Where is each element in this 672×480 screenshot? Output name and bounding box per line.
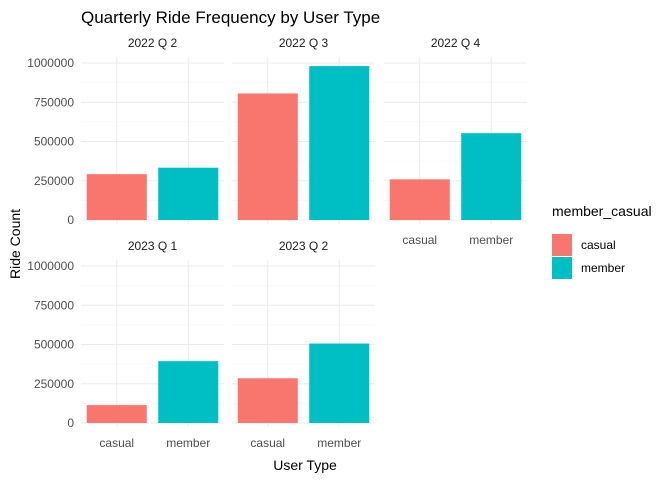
x-tick-label: member [317, 436, 361, 450]
bar-member [309, 343, 370, 423]
legend-title: member_casual [552, 203, 652, 219]
bar-member [158, 361, 219, 423]
legend-label: casual [581, 238, 616, 252]
facet-panel: 2022 Q 3 [232, 36, 375, 224]
facet-panel: 2022 Q 2 0 250000 500000 750000 1000000 [27, 36, 224, 227]
bar-casual [86, 174, 147, 220]
y-tick-label: 250000 [34, 174, 74, 188]
y-tick-label: 250000 [34, 377, 74, 391]
y-tick-label: 0 [67, 416, 74, 430]
y-tick-label: 1000000 [27, 259, 74, 273]
facet-strip-label: 2022 Q 3 [279, 36, 329, 50]
bar-casual [237, 93, 298, 220]
chart-title: Quarterly Ride Frequency by User Type [81, 8, 380, 27]
facet-panel: 2023 Q 1 0 250000 500000 750000 1000000 casual… [27, 239, 224, 450]
x-tick-label: casual [250, 436, 285, 450]
y-axis-label: Ride Count [7, 209, 23, 279]
bar-member [309, 66, 370, 220]
legend-label: member [581, 261, 625, 275]
facet-strip-label: 2023 Q 1 [128, 239, 178, 253]
legend-key-casual [552, 234, 572, 256]
x-tick-label: member [166, 436, 210, 450]
facet-strip-label: 2022 Q 2 [128, 36, 178, 50]
bar-member [158, 167, 219, 220]
bar-casual [86, 405, 147, 423]
y-tick-label: 500000 [34, 338, 74, 352]
bar-member [461, 133, 522, 220]
x-tick-label: casual [99, 436, 134, 450]
legend: member_casual casual member [552, 203, 652, 279]
y-tick-label: 750000 [34, 298, 74, 312]
facet-panel: 2023 Q 2 casual member [232, 239, 375, 450]
y-tick-label: 750000 [34, 95, 74, 109]
y-tick-label: 1000000 [27, 56, 74, 70]
legend-key-member [552, 257, 572, 279]
facet-strip-label: 2023 Q 2 [279, 239, 329, 253]
bar-casual [389, 179, 450, 220]
x-tick-label: member [469, 233, 513, 247]
x-tick-label: casual [402, 233, 437, 247]
y-tick-label: 0 [67, 213, 74, 227]
y-tick-label: 500000 [34, 135, 74, 149]
facet-panel: 2022 Q 4 casual member [384, 36, 527, 247]
bar-casual [237, 378, 298, 423]
x-axis-label: User Type [273, 457, 337, 473]
facet-strip-label: 2022 Q 4 [431, 36, 481, 50]
